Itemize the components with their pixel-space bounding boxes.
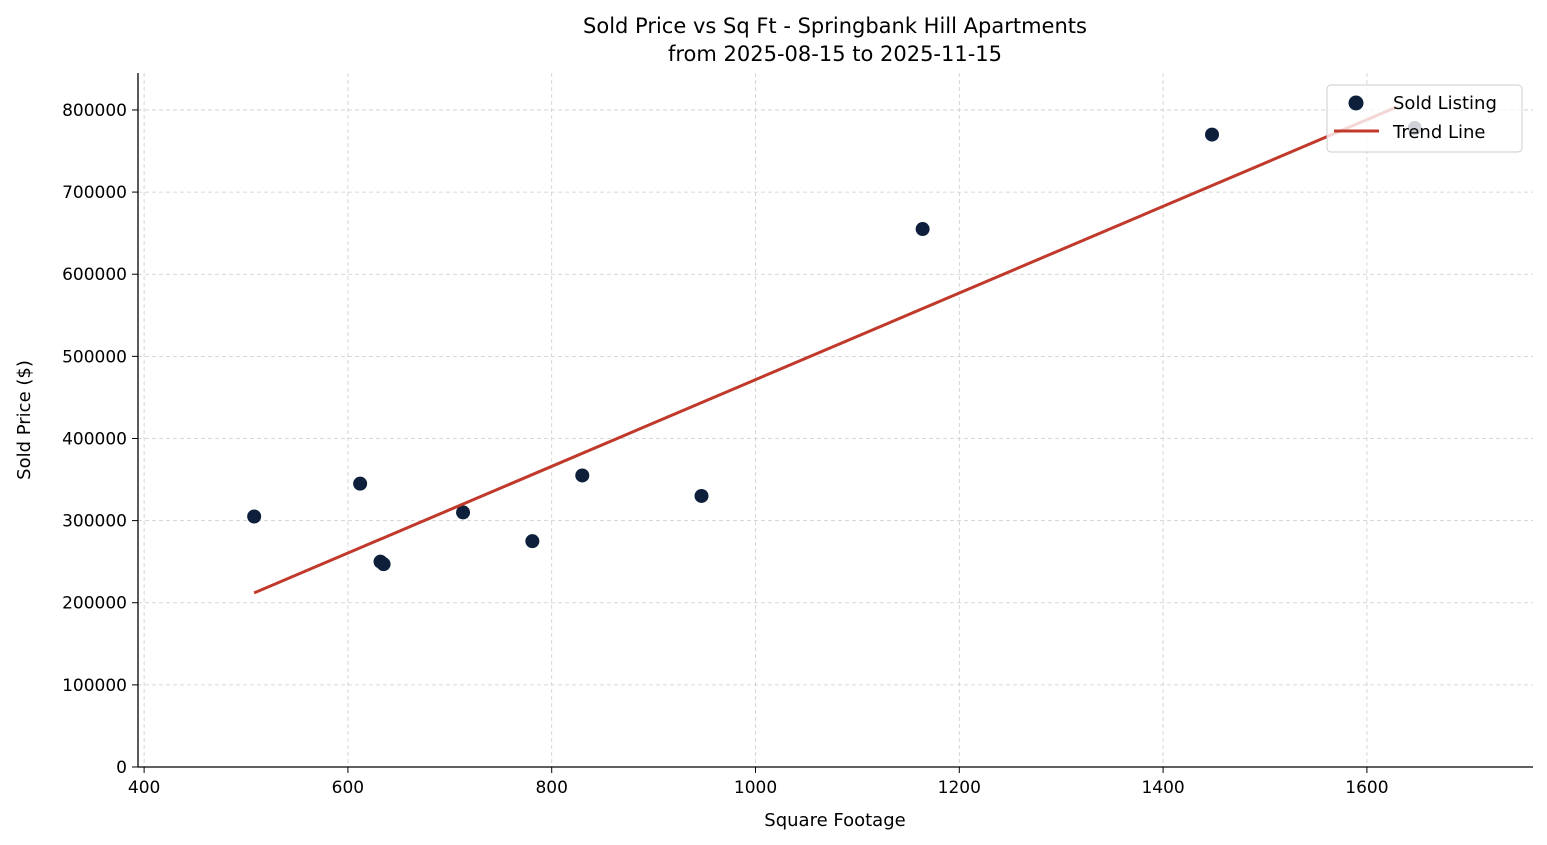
y-tick-label: 200000 — [62, 594, 127, 614]
scatter-point — [915, 222, 930, 237]
scatter-point — [575, 468, 590, 483]
scatter-point — [1205, 127, 1220, 142]
legend-label-sold-listing: Sold Listing — [1393, 93, 1497, 114]
trend-line — [253, 105, 1399, 595]
x-tick-label: 1600 — [1345, 778, 1388, 798]
x-tick-label: 600 — [332, 778, 364, 798]
chart-subtitle: from 2025-08-15 to 2025-11-15 — [668, 42, 1002, 66]
grid — [138, 73, 1533, 768]
ticks: 400 600 800 1000 1200 1400 1600 0 100000 200000 30… — [62, 101, 1388, 798]
chart-title: Sold Price vs Sq Ft - Springbank Hill Ap… — [583, 14, 1087, 38]
x-axis-label: Square Footage — [764, 810, 905, 831]
scatter-point — [247, 509, 262, 524]
y-tick-label: 0 — [116, 758, 127, 778]
marks — [247, 105, 1422, 595]
legend: Sold Listing Trend Line — [1326, 84, 1523, 153]
scatter-point — [525, 534, 540, 549]
y-tick-label: 700000 — [62, 183, 127, 203]
scatter-point — [353, 476, 368, 491]
x-tick-label: 400 — [128, 778, 160, 798]
y-axis-label: Sold Price ($) — [14, 360, 35, 480]
scatter-point — [456, 505, 471, 520]
y-tick-label: 800000 — [62, 101, 127, 121]
scatter-point — [694, 488, 709, 503]
y-tick-label: 400000 — [62, 429, 127, 449]
y-tick-label: 300000 — [62, 512, 127, 532]
legend-label-trend-line: Trend Line — [1392, 122, 1486, 143]
y-tick-label: 500000 — [62, 347, 127, 367]
y-tick-label: 600000 — [62, 265, 127, 285]
x-tick-label: 1200 — [938, 778, 981, 798]
x-tick-label: 800 — [535, 778, 567, 798]
legend-marker-sold-listing — [1348, 95, 1364, 111]
scatter-point — [376, 557, 391, 572]
x-tick-label: 1000 — [734, 778, 777, 798]
y-tick-label: 100000 — [62, 676, 127, 696]
x-tick-label: 1400 — [1141, 778, 1184, 798]
